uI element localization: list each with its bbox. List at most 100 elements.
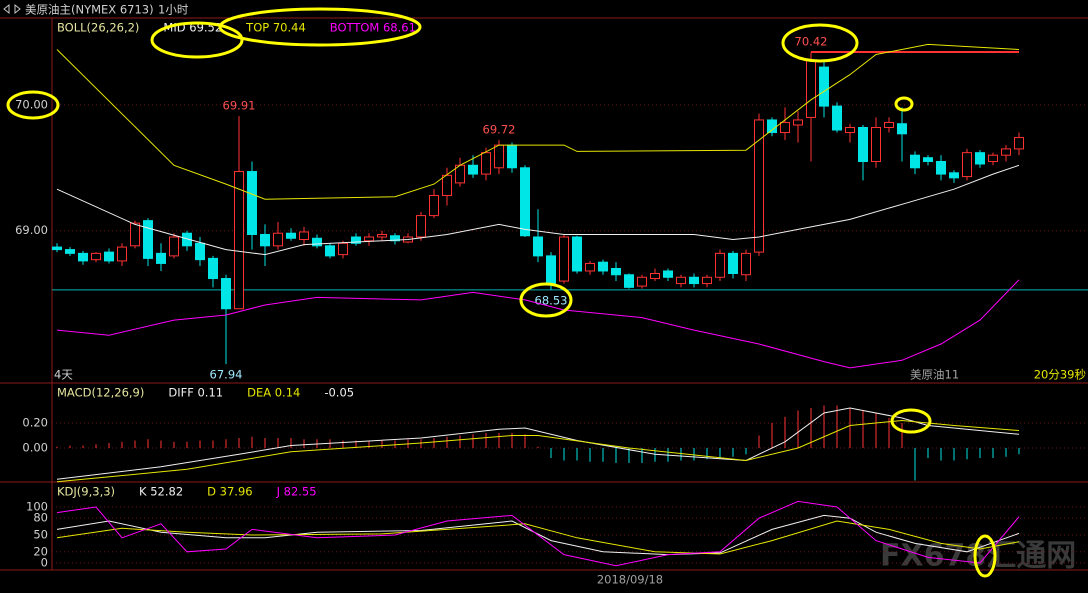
candle-body <box>156 252 166 264</box>
candle-body <box>78 252 88 262</box>
candle-body <box>520 167 530 237</box>
candle-body <box>676 276 686 285</box>
candle-body <box>312 237 322 247</box>
candle-body <box>1001 148 1011 156</box>
ring <box>890 408 932 434</box>
indicator-line <box>56 514 1020 556</box>
price-annotation: 69.72 <box>483 123 516 137</box>
y-tick-label: 100 <box>26 499 48 513</box>
symbol: 美原油主(NYMEX 6713) <box>25 3 154 17</box>
candle-body <box>624 274 634 288</box>
legend-label: TOP 70.44 <box>245 21 306 35</box>
candle-body <box>286 232 296 239</box>
candle-body <box>923 157 933 162</box>
candle-body <box>65 249 75 254</box>
ring <box>519 282 573 318</box>
candle-body <box>572 236 582 272</box>
candle-body <box>689 276 699 285</box>
indicator-line <box>56 407 1020 480</box>
candle-body <box>585 262 595 272</box>
candle-body <box>169 236 179 257</box>
period-label: 4天 <box>54 368 73 382</box>
candle-body <box>871 127 881 162</box>
candle-body <box>52 246 62 251</box>
candle-body <box>1014 137 1024 150</box>
candle-body <box>338 242 348 256</box>
candle-body <box>507 144 517 169</box>
menu-icon[interactable] <box>3 3 21 15</box>
candle-body <box>897 123 907 135</box>
price-annotation: 70.42 <box>795 34 828 48</box>
ring <box>894 96 914 112</box>
candle-body <box>442 174 452 196</box>
legend-label: DIFF 0.11 <box>168 386 223 400</box>
candle-body <box>182 232 192 247</box>
candle-body <box>936 160 946 175</box>
indicator-line <box>56 419 1020 483</box>
candle-body <box>494 144 504 169</box>
candle-body <box>715 252 725 278</box>
candle-body <box>728 252 738 275</box>
candle-body <box>247 171 257 235</box>
legend-label: MACD(12,26,9) <box>57 386 144 400</box>
legend-label: BOLL(26,26,2) <box>57 21 139 35</box>
candle-body <box>351 236 361 244</box>
candle-body <box>806 60 816 118</box>
candle-body <box>377 233 387 238</box>
legend-label: J 82.55 <box>276 485 317 499</box>
y-tick-label: 69.00 <box>15 223 48 237</box>
candle-body <box>416 215 426 238</box>
contract-label: 美原油11 <box>910 368 959 382</box>
period[interactable]: 1小时 <box>158 3 189 17</box>
candle-body <box>780 121 790 134</box>
candle-body <box>663 270 673 278</box>
candle-body <box>702 276 712 285</box>
indicator-line <box>56 164 1020 256</box>
ring <box>218 7 422 47</box>
legend-label: D 37.96 <box>207 485 252 499</box>
candle-body <box>949 172 959 179</box>
price-annotation: 69.91 <box>223 99 256 113</box>
candle-body <box>364 236 374 242</box>
legend-label: K 52.82 <box>139 485 183 499</box>
candle-body <box>481 152 491 175</box>
y-tick-label: 50 <box>33 527 48 541</box>
candle-body <box>845 127 855 134</box>
candle-body <box>832 105 842 131</box>
y-tick-label: 70.00 <box>15 97 48 111</box>
candle-body <box>793 119 803 126</box>
candle-body <box>546 255 556 285</box>
candle-body <box>988 154 998 162</box>
candle-body <box>117 246 127 262</box>
candle-body <box>611 267 621 276</box>
candle-body <box>234 171 244 310</box>
candle-body <box>299 231 309 241</box>
candle-body <box>273 232 283 247</box>
nav-arrows[interactable] <box>3 3 21 15</box>
indicator-line <box>56 500 1020 567</box>
y-tick-label: 0.20 <box>22 416 48 430</box>
candle-body <box>819 66 829 107</box>
legend-label: KDJ(9,3,3) <box>57 485 115 499</box>
legend-label: -0.05 <box>324 386 354 400</box>
candle-body <box>260 233 270 247</box>
indicator-line <box>56 520 1020 555</box>
candle-body <box>91 252 101 261</box>
candle-body <box>741 252 751 276</box>
ring <box>6 90 60 120</box>
candle-body <box>130 222 140 247</box>
price-annotation: 67.94 <box>210 368 243 382</box>
candle-body <box>104 251 114 262</box>
candle-body <box>559 236 569 282</box>
y-tick-label: 80 <box>33 511 48 525</box>
candle-body <box>195 242 205 261</box>
ring <box>973 534 997 578</box>
y-tick-label: 20 <box>33 544 48 558</box>
candle-body <box>598 261 608 272</box>
candle-body <box>325 245 335 257</box>
candle-body <box>143 220 153 259</box>
candle-body <box>390 235 400 242</box>
candle-body <box>884 121 894 128</box>
